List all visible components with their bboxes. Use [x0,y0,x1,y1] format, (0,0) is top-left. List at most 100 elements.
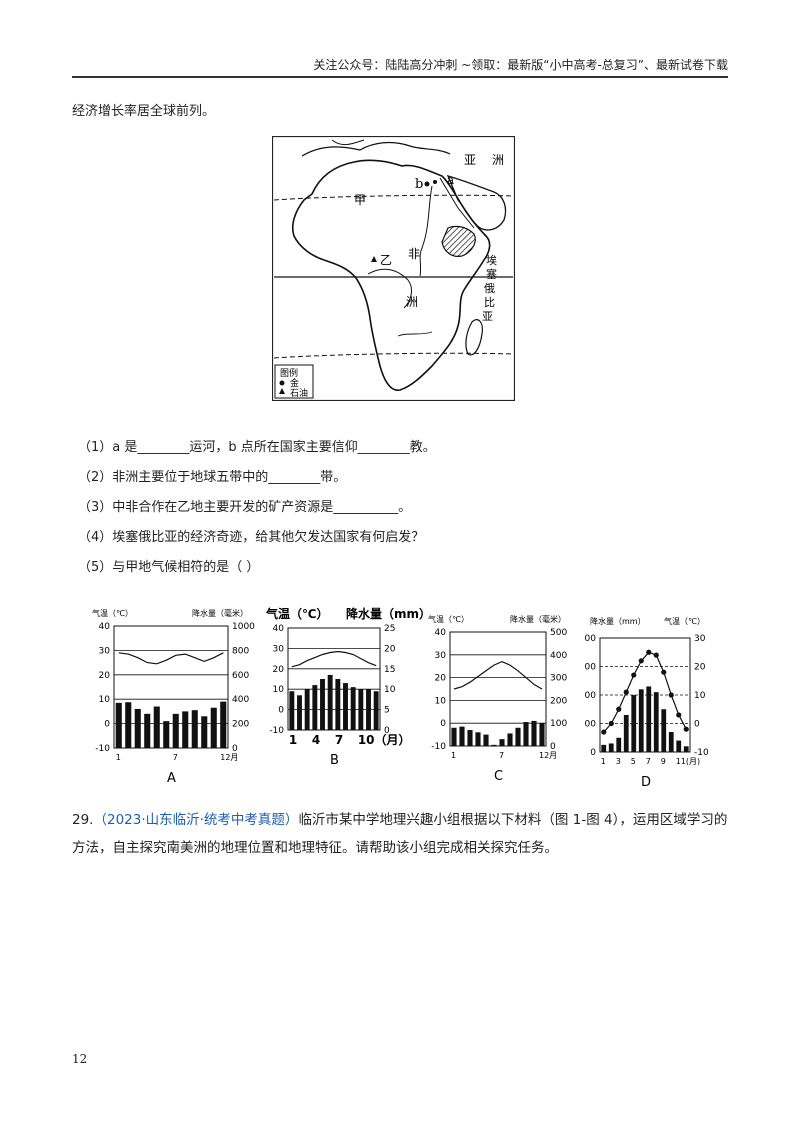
right-tick-label: 200 [232,720,249,730]
temperature-line [603,651,687,733]
ethiopia-region [441,225,476,257]
precip-bar [182,711,189,748]
x-tick-label: 1 [601,757,606,766]
precip-bar [523,722,529,746]
temperature-point [683,726,689,732]
x-tick-label: 12月 [539,751,557,760]
chart-label: B [330,753,339,768]
left-tick-label: 0 [590,748,596,758]
precip-bar [467,730,473,746]
precip-bar [172,713,179,748]
africa-outline [291,159,491,391]
left-tick-label: 30 [435,651,447,661]
precip-bar [144,713,151,748]
climate-chart-a: 气温（℃） 降水量（毫米） 40 1000 30 800 20 600 10 400 0 200 -10… [88,598,258,792]
precip-bar [483,734,489,746]
left-tick-label: 10 [273,685,285,695]
precip-bar [220,701,227,748]
left-tick-label: 20 [99,671,111,681]
chart-label: C [494,769,503,784]
left-tick-label: -10 [431,742,446,752]
precip-bar [297,695,302,730]
precip-bar [459,726,465,746]
left-tick-label: 0 [278,706,284,716]
temp-axis-title: 气温（℃） [664,616,705,626]
chart-frame [113,625,229,749]
page-header: 关注公众号：陆陆高分冲刺 ~领取：最新版“小中高考-总复习”、最新试卷下载 [313,58,728,72]
left-tick-label: 100 [584,720,596,730]
temperature-line [453,660,543,690]
q29-text: 临沂市某中学地理兴趣小组根据以下材料（图 1-图 4），运用区域学习的方法，自主… [72,812,728,856]
right-tick-label: 400 [232,695,249,705]
precip-axis-title: 降水量（mm） [346,606,427,621]
temperature-line [291,650,377,668]
x-tick-label: 11(月) [676,757,700,766]
temperature-point [631,672,637,678]
left-tick-label: -10 [95,744,110,754]
precip-bar [539,723,545,746]
precip-bar [153,706,160,748]
question-2: （2）非洲主要位于地球五带中的________带。 [78,470,347,485]
precip-bar [646,686,652,752]
precip-bar [683,746,689,752]
left-tick-label: 30 [273,644,285,654]
temperature-line [118,652,224,665]
x-tick-label: 1 [289,733,297,747]
temperature-point [601,729,607,735]
right-tick-label: 1000 [232,622,255,632]
right-tick-label: 600 [232,671,249,681]
temperature-point [661,669,667,675]
left-tick-label: 30 [99,646,111,656]
right-tick-label: 10 [694,691,706,701]
precip-bar [638,689,644,752]
temp-axis-title: 气温（℃） [92,608,133,618]
precip-bar [125,702,132,748]
precip-bar [491,744,497,746]
left-tick-label: 300 [584,663,596,673]
precip-bar [531,720,537,746]
x-tick-label: 5 [631,757,636,766]
x-tick-label: 7 [173,753,178,762]
precip-bar [653,692,659,752]
precip-bar [366,689,371,730]
left-tick-label: 10 [435,696,447,706]
left-tick-label: 40 [435,628,447,638]
x-tick-label: 1 [451,751,456,760]
left-tick-label: 0 [440,719,446,729]
right-tick-label: 20 [694,663,706,673]
q29-number: 29. [72,812,94,828]
temperature-point [646,649,652,655]
right-tick-label: 0 [232,744,238,754]
right-tick-label: 500 [550,628,567,638]
precip-bar [115,702,122,748]
x-tick-label: 3 [616,757,621,766]
precip-bar [631,695,637,752]
left-tick-label: 20 [273,665,285,675]
x-tick-label: 1 [116,753,121,762]
right-tick-label: 20 [384,644,396,654]
temperature-point [653,652,659,658]
precip-axis-title: 降水量（mm） [590,616,646,626]
right-tick-label: 800 [232,646,249,656]
precip-axis-title: 降水量（毫米） [192,608,248,618]
left-tick-label: 40 [99,622,111,632]
intro-text: 经济增长率居全球前列。 [72,104,216,119]
x-tick-label: 10（月） [358,732,411,747]
page-number: 12 [72,1052,88,1066]
africa-map: 亚 洲 a b 甲 非 洲 乙 埃 塞 俄 比 亚 图例 金 石油 [272,136,515,401]
right-tick-label: 400 [550,651,567,661]
precip-bar [499,739,505,746]
x-tick-label: 9 [661,757,666,766]
precip-bar [668,732,674,752]
temp-axis-title: 气温（℃） [265,606,329,621]
x-tick-label: 7 [499,751,504,760]
q29-source: （2023·山东临沂·统考中考真题） [93,812,299,828]
question-4: （4）埃塞俄比亚的经济奇迹，给其他欠发达国家有何启发？ [78,530,425,545]
precip-bar [163,721,170,748]
precip-bar [210,707,217,748]
question-5: （5）与甲地气候相符的是（ ） [78,560,260,575]
precip-bar [350,687,356,730]
precip-bar [515,727,521,746]
precip-bar [320,679,325,730]
right-tick-label: -10 [694,748,709,758]
